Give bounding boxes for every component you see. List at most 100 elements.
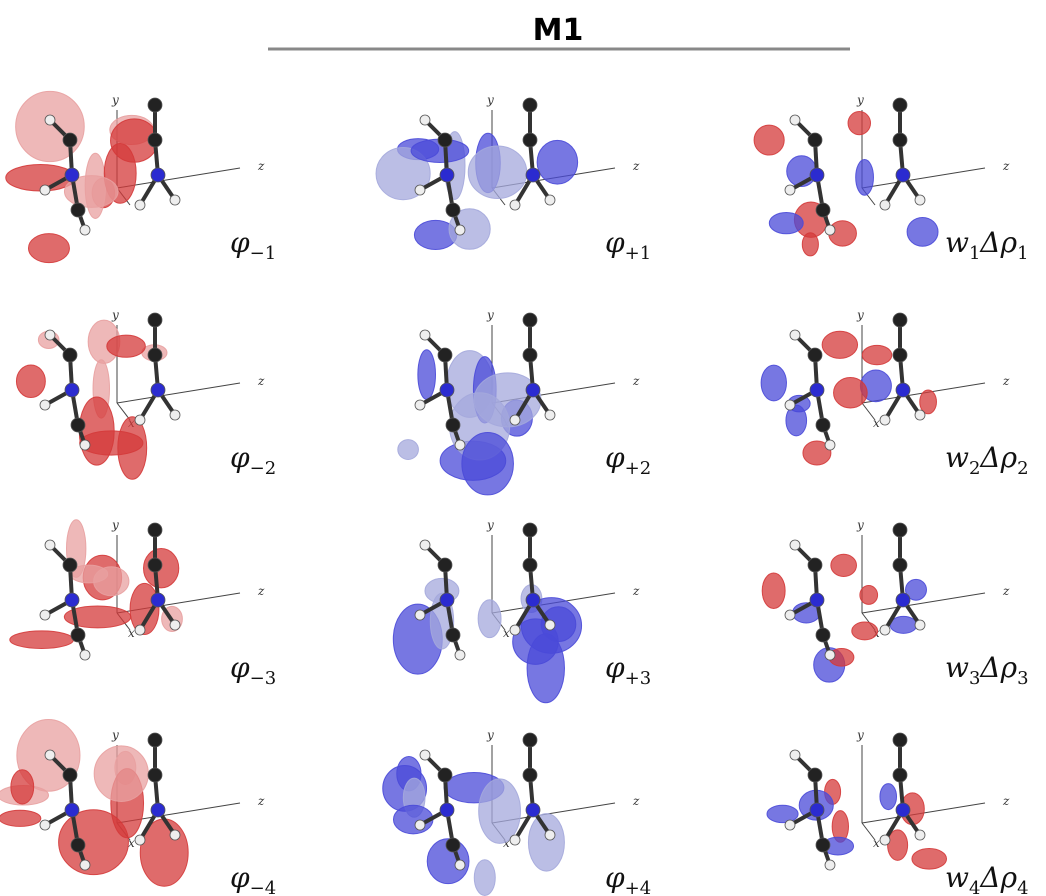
atom bbox=[151, 803, 165, 817]
orbital-lobe bbox=[912, 849, 947, 870]
atom bbox=[790, 330, 800, 340]
atom bbox=[420, 115, 430, 125]
panel-label: w1Δρ1 bbox=[945, 226, 1029, 264]
atom bbox=[420, 330, 430, 340]
atom bbox=[880, 835, 890, 845]
atom bbox=[880, 415, 890, 425]
atom bbox=[65, 803, 79, 817]
atom bbox=[816, 838, 830, 852]
atom bbox=[523, 348, 537, 362]
atom bbox=[148, 313, 162, 327]
atom bbox=[808, 133, 822, 147]
axis-label-z: z bbox=[632, 159, 640, 173]
atom bbox=[808, 558, 822, 572]
atom bbox=[415, 610, 425, 620]
atom bbox=[135, 415, 145, 425]
axis-label-x: x bbox=[128, 626, 135, 640]
axis-label-x: x bbox=[873, 416, 880, 430]
orbital-lobe bbox=[890, 616, 917, 633]
orbital-lobe bbox=[479, 779, 521, 843]
atom bbox=[893, 768, 907, 782]
atom bbox=[63, 768, 77, 782]
panel: yzxφ−3 bbox=[10, 518, 276, 689]
atom bbox=[523, 98, 537, 112]
atom bbox=[135, 835, 145, 845]
atom bbox=[71, 203, 85, 217]
atom bbox=[148, 768, 162, 782]
atom bbox=[80, 225, 90, 235]
atom bbox=[810, 593, 824, 607]
atom bbox=[148, 558, 162, 572]
axis-label-y: y bbox=[486, 518, 494, 532]
atom bbox=[526, 803, 540, 817]
orbital-lobe bbox=[762, 573, 785, 609]
label-symbol: Δρ bbox=[979, 651, 1017, 684]
label-subscript: 2 bbox=[969, 458, 980, 479]
atom bbox=[915, 830, 925, 840]
orbital-lobe bbox=[880, 784, 897, 810]
panel: yzφ+1 bbox=[376, 93, 651, 264]
label-subscript: 1 bbox=[969, 243, 980, 264]
axis-label-y: y bbox=[111, 308, 119, 322]
panel-label: φ+3 bbox=[605, 651, 651, 689]
panel: yzxw4Δρ4 bbox=[767, 728, 1029, 896]
atom bbox=[893, 133, 907, 147]
axis-label-z: z bbox=[257, 794, 265, 808]
atom bbox=[135, 625, 145, 635]
orbital-lobe bbox=[907, 217, 938, 246]
axis-z bbox=[117, 383, 240, 403]
orbital-lobe bbox=[831, 554, 857, 576]
atom bbox=[896, 803, 910, 817]
atom bbox=[808, 768, 822, 782]
atom bbox=[825, 860, 835, 870]
atom bbox=[785, 400, 795, 410]
label-symbol: φ bbox=[230, 651, 250, 684]
orbital-lobe bbox=[10, 631, 74, 649]
label-subscript: +1 bbox=[625, 243, 652, 264]
orbital-lobe bbox=[834, 378, 868, 408]
atom bbox=[415, 185, 425, 195]
atom bbox=[523, 313, 537, 327]
atom bbox=[446, 203, 460, 217]
orbital-lobe bbox=[107, 335, 146, 357]
atom bbox=[415, 400, 425, 410]
orbital-lobe bbox=[79, 397, 114, 465]
label-symbol: Δρ bbox=[979, 861, 1017, 894]
atom bbox=[45, 330, 55, 340]
atom bbox=[440, 803, 454, 817]
orbital-lobe bbox=[856, 159, 874, 195]
panel-label: φ+4 bbox=[605, 861, 651, 896]
orbital-lobe bbox=[862, 345, 892, 364]
atom bbox=[810, 803, 824, 817]
atom bbox=[71, 838, 85, 852]
atom bbox=[455, 225, 465, 235]
atom bbox=[893, 733, 907, 747]
label-symbol: Δρ bbox=[979, 441, 1017, 474]
orbital-lobe bbox=[822, 331, 857, 358]
orbital-lobe bbox=[761, 365, 786, 401]
atom bbox=[880, 200, 890, 210]
atom bbox=[915, 620, 925, 630]
axis-label-y: y bbox=[111, 518, 119, 532]
orbital-lobe bbox=[848, 112, 870, 135]
atom bbox=[523, 733, 537, 747]
atom bbox=[148, 133, 162, 147]
atom bbox=[170, 620, 180, 630]
atom bbox=[170, 830, 180, 840]
atom bbox=[415, 820, 425, 830]
label-symbol: φ bbox=[605, 441, 625, 474]
panel-label: φ+1 bbox=[605, 226, 651, 264]
axis-label-y: y bbox=[856, 93, 864, 107]
atom bbox=[148, 348, 162, 362]
atom bbox=[135, 200, 145, 210]
label-subscript: −3 bbox=[250, 668, 277, 689]
label-symbol: φ bbox=[605, 861, 625, 894]
label-symbol: w bbox=[945, 226, 969, 259]
label-symbol: φ bbox=[230, 441, 250, 474]
atom bbox=[40, 820, 50, 830]
axis-label-z: z bbox=[1002, 584, 1010, 598]
axis-label-y: y bbox=[111, 728, 119, 742]
atom bbox=[438, 133, 452, 147]
